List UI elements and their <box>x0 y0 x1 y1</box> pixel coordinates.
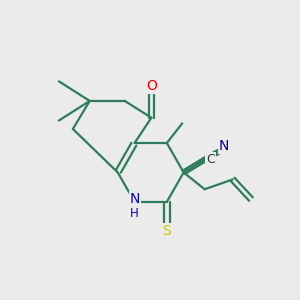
Text: C: C <box>206 153 215 166</box>
Text: S: S <box>163 224 171 238</box>
Text: H: H <box>130 207 139 220</box>
Text: O: O <box>146 79 157 92</box>
Text: N: N <box>129 192 140 206</box>
Text: N: N <box>219 139 230 153</box>
